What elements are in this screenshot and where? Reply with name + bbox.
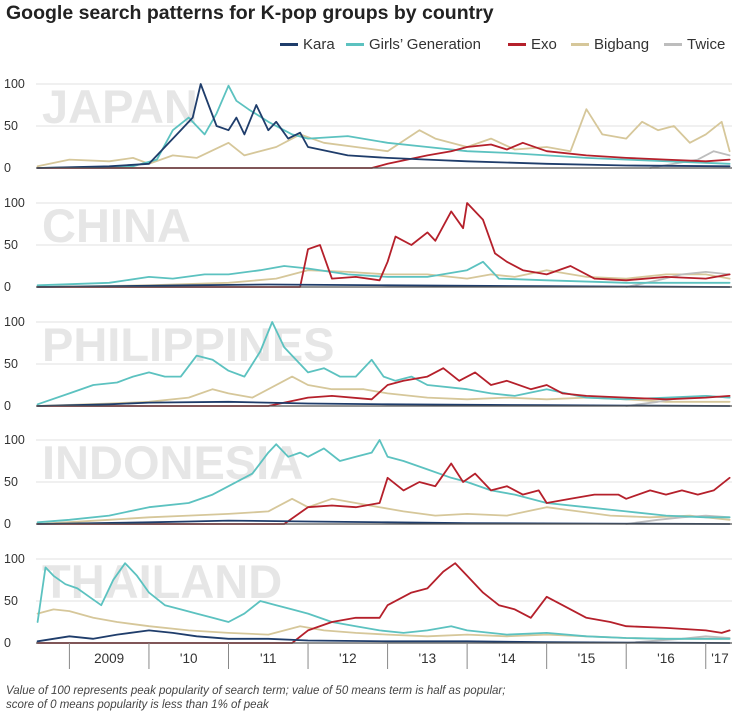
series-line-girls-generation [36, 321, 731, 406]
series-line-kara [36, 629, 731, 644]
legend-label-girls-generation: Girls’ Generation [369, 36, 481, 53]
y-tick-label-100: 100 [4, 77, 25, 91]
series-line-exo [36, 462, 731, 525]
legend-swatch-twice [664, 42, 682, 46]
panel-label-china: CHINA [42, 199, 191, 252]
y-tick-label-0: 0 [4, 636, 11, 650]
x-tick-label-2016: '16 [657, 651, 675, 666]
series-line-kara [36, 283, 731, 288]
series-line-exo [36, 367, 731, 407]
series-line-bigbang [36, 108, 731, 168]
x-tick-label-2017: '17 [711, 651, 729, 666]
panel-label-japan: JAPAN [42, 80, 198, 133]
legend: Kara Girls’ Generation Exo Bigbang Twice [280, 36, 736, 56]
panel-japan: JAPAN 100 50 0 [4, 77, 732, 175]
legend-label-exo: Exo [531, 36, 557, 53]
series-line-girls-generation [36, 260, 731, 287]
y-tick-label-50: 50 [4, 238, 18, 252]
panel-thailand: THAILAND 100 50 0 [4, 552, 732, 650]
footnote-line-1: Value of 100 represents peak popularity … [6, 685, 506, 697]
series-line-exo [36, 562, 731, 644]
x-tick-label-2009: 2009 [94, 651, 124, 666]
legend-item-bigbang: Bigbang [571, 36, 649, 53]
panel-philippines: PHILIPPINES 100 50 0 [4, 315, 732, 413]
series-line-exo [36, 202, 731, 288]
x-tick-label-2013: '13 [419, 651, 437, 666]
y-tick-label-50: 50 [4, 357, 18, 371]
chart-title: Google search patterns for K-pop groups … [6, 2, 494, 24]
chart-plot-area: JAPAN100500CHINA100500PHILIPPINES100500I… [4, 77, 732, 669]
series-line-bigbang [36, 608, 731, 640]
series-line-bigbang [36, 269, 731, 288]
legend-label-bigbang: Bigbang [594, 36, 650, 53]
y-tick-label-50: 50 [4, 594, 18, 608]
legend-swatch-girls-generation [346, 42, 364, 46]
y-tick-label-100: 100 [4, 433, 25, 447]
legend-item-girls-generation: Girls’ Generation [346, 36, 481, 53]
y-tick-label-50: 50 [4, 119, 18, 133]
y-tick-label-50: 50 [4, 475, 18, 489]
x-tick-label-2010: '10 [180, 651, 198, 666]
panel-china: CHINA 100 50 0 [4, 196, 732, 294]
y-tick-label-0: 0 [4, 161, 11, 175]
footnote-line-2: score of 0 means popularity is less than… [6, 699, 269, 711]
legend-swatch-exo [508, 42, 526, 46]
series-line-twice [625, 514, 731, 525]
legend-label-twice: Twice [687, 36, 726, 53]
footnote: Value of 100 represents peak popularity … [6, 684, 742, 712]
series-line-bigbang [36, 497, 731, 525]
y-tick-label-0: 0 [4, 517, 11, 531]
y-tick-label-100: 100 [4, 552, 25, 566]
legend-item-exo: Exo [508, 36, 557, 53]
panel-label-philippines: PHILIPPINES [42, 318, 335, 371]
x-tick-label-2011: '11 [260, 651, 277, 666]
y-tick-label-0: 0 [4, 280, 11, 294]
panel-label-thailand: THAILAND [42, 555, 282, 608]
x-tick-label-2014: '14 [498, 651, 516, 666]
panel-indonesia: INDONESIA 100 50 0 [4, 433, 732, 531]
y-tick-label-100: 100 [4, 315, 25, 329]
x-tick-label-2015: '15 [578, 651, 596, 666]
legend-item-kara: Kara [280, 36, 335, 53]
legend-swatch-kara [280, 42, 298, 46]
legend-item-twice: Twice [664, 36, 725, 53]
series-line-kara [36, 519, 731, 525]
x-axis: 2009 '10 '11 '12 '13 '14 '15 '16 '17 [36, 642, 732, 669]
y-tick-label-100: 100 [4, 196, 25, 210]
series-line-kara [36, 400, 731, 407]
series-line-exo [36, 141, 731, 169]
legend-label-kara: Kara [303, 36, 335, 53]
legend-swatch-bigbang [571, 42, 589, 46]
panel-label-indonesia: INDONESIA [42, 436, 303, 489]
y-tick-label-0: 0 [4, 399, 11, 413]
x-tick-label-2012: '12 [339, 651, 357, 666]
series-line-kara [36, 83, 731, 169]
series-line-bigbang [36, 375, 731, 407]
series-line-girls-generation [36, 562, 731, 640]
